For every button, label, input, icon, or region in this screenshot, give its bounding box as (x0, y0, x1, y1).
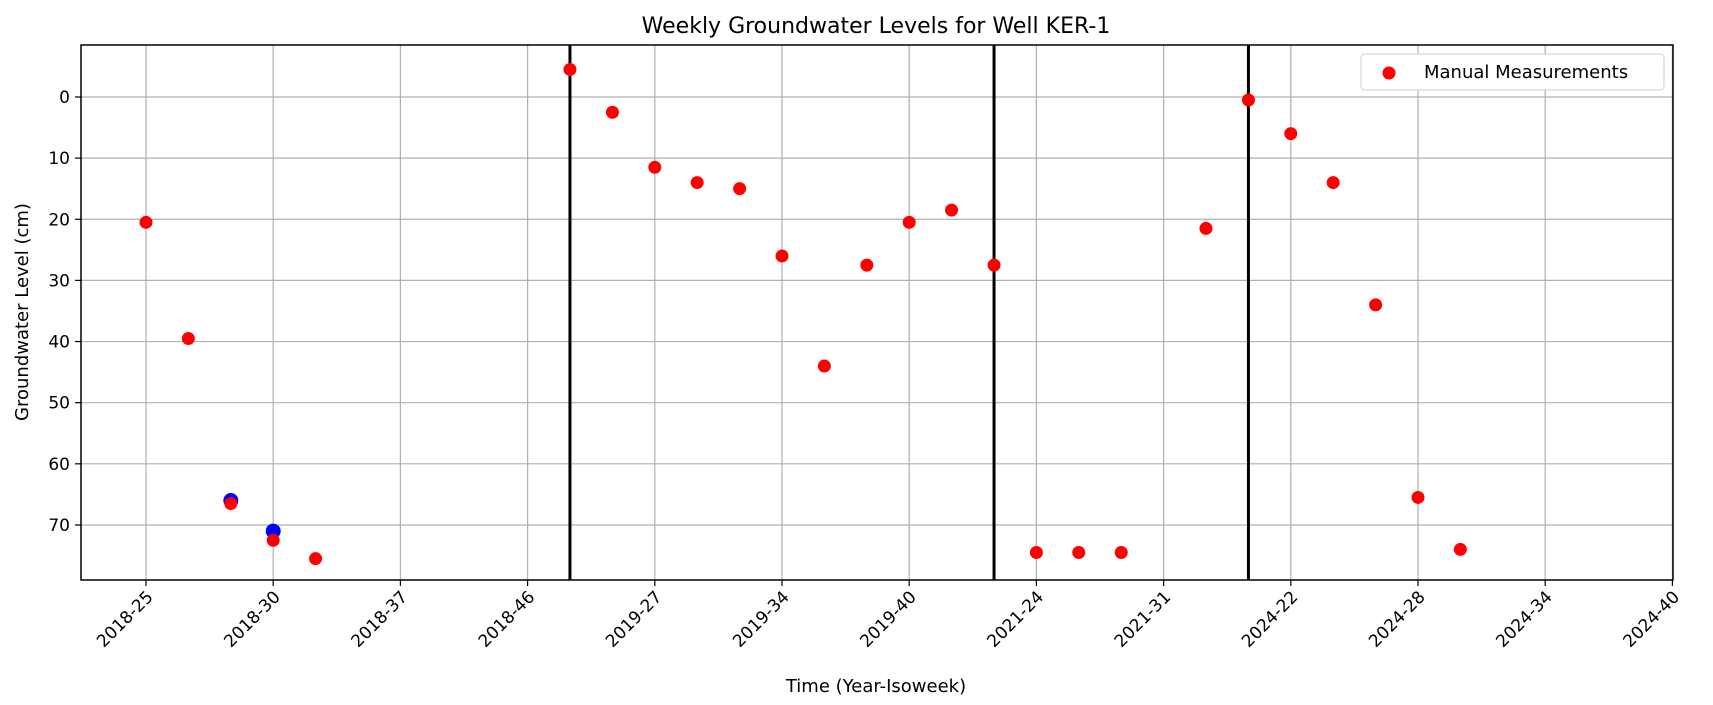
legend: Manual Measurements (1360, 53, 1665, 91)
x-tick-label: 2018-30 (220, 587, 284, 651)
x-tick-label: 2021-24 (984, 587, 1048, 651)
x-tick-label: 2018-46 (475, 587, 539, 651)
x-tick-label: 2018-25 (93, 587, 157, 651)
data-point-manual (181, 331, 195, 345)
x-tick-label: 2024-40 (1620, 587, 1684, 651)
legend-label-manual: Manual Measurements (1424, 62, 1628, 83)
data-point-manual (563, 62, 577, 76)
data-point-manual (1284, 127, 1298, 141)
data-point-manual (605, 105, 619, 119)
data-point-manual (1199, 221, 1213, 235)
plot-frame (80, 44, 1674, 581)
data-point-manual (690, 176, 704, 190)
data-point-manual (1411, 490, 1425, 504)
data-point-manual (902, 215, 916, 229)
y-tick-label: 40 (48, 333, 70, 353)
x-tick-label: 2019-40 (856, 587, 920, 651)
data-point-manual (1453, 542, 1467, 556)
y-tick-label: 0 (59, 88, 70, 108)
data-point-manual (1326, 176, 1340, 190)
data-point-blue (265, 523, 281, 539)
x-tick-label: 2018-37 (348, 587, 412, 651)
legend-box (1360, 53, 1665, 91)
y-axis-label: Groundwater Level (cm) (12, 203, 33, 421)
data-points (139, 62, 1467, 566)
data-point-manual (945, 203, 959, 217)
data-point-manual (1029, 545, 1043, 559)
y-tick-label: 10 (48, 149, 70, 169)
y-tick-label: 20 (48, 210, 70, 230)
data-point-manual (224, 497, 238, 511)
data-point-manual (309, 552, 323, 566)
y-tick-label: 60 (48, 455, 70, 475)
data-point-manual (987, 258, 1001, 272)
y-axis-ticks: 0 10 20 30 40 50 60 70 (48, 88, 81, 536)
legend-marker-manual (1382, 66, 1396, 80)
data-point-manual (266, 533, 280, 547)
x-axis-label: Time (Year-Isoweek) (785, 676, 966, 697)
x-tick-label: 2024-34 (1492, 587, 1556, 651)
x-tick-label: 2024-22 (1238, 587, 1302, 651)
data-point-manual (817, 359, 831, 373)
data-point-manual (1114, 545, 1128, 559)
x-axis-ticks: 2018-25 2018-30 2018-37 2018-46 2019-27 2019-… (93, 580, 1684, 652)
x-tick-label: 2019-34 (729, 587, 793, 651)
x-tick-label: 2019-27 (602, 587, 666, 651)
x-tick-label: 2024-28 (1365, 587, 1429, 651)
chart-title: Weekly Groundwater Levels for Well KER-1 (642, 14, 1111, 39)
data-point-manual (139, 215, 153, 229)
data-point-manual (648, 160, 662, 174)
y-tick-label: 50 (48, 394, 70, 414)
y-tick-label: 70 (48, 516, 70, 536)
data-point-manual (775, 249, 789, 263)
data-point-manual (733, 182, 747, 196)
vertical-markers (568, 45, 1250, 580)
data-point-manual (1241, 93, 1255, 107)
data-point-manual (1072, 545, 1086, 559)
data-point-manual (860, 258, 874, 272)
y-tick-label: 30 (48, 271, 70, 291)
data-point-manual (1369, 298, 1383, 312)
grid-lines (81, 45, 1674, 580)
x-tick-label: 2021-31 (1111, 587, 1175, 651)
